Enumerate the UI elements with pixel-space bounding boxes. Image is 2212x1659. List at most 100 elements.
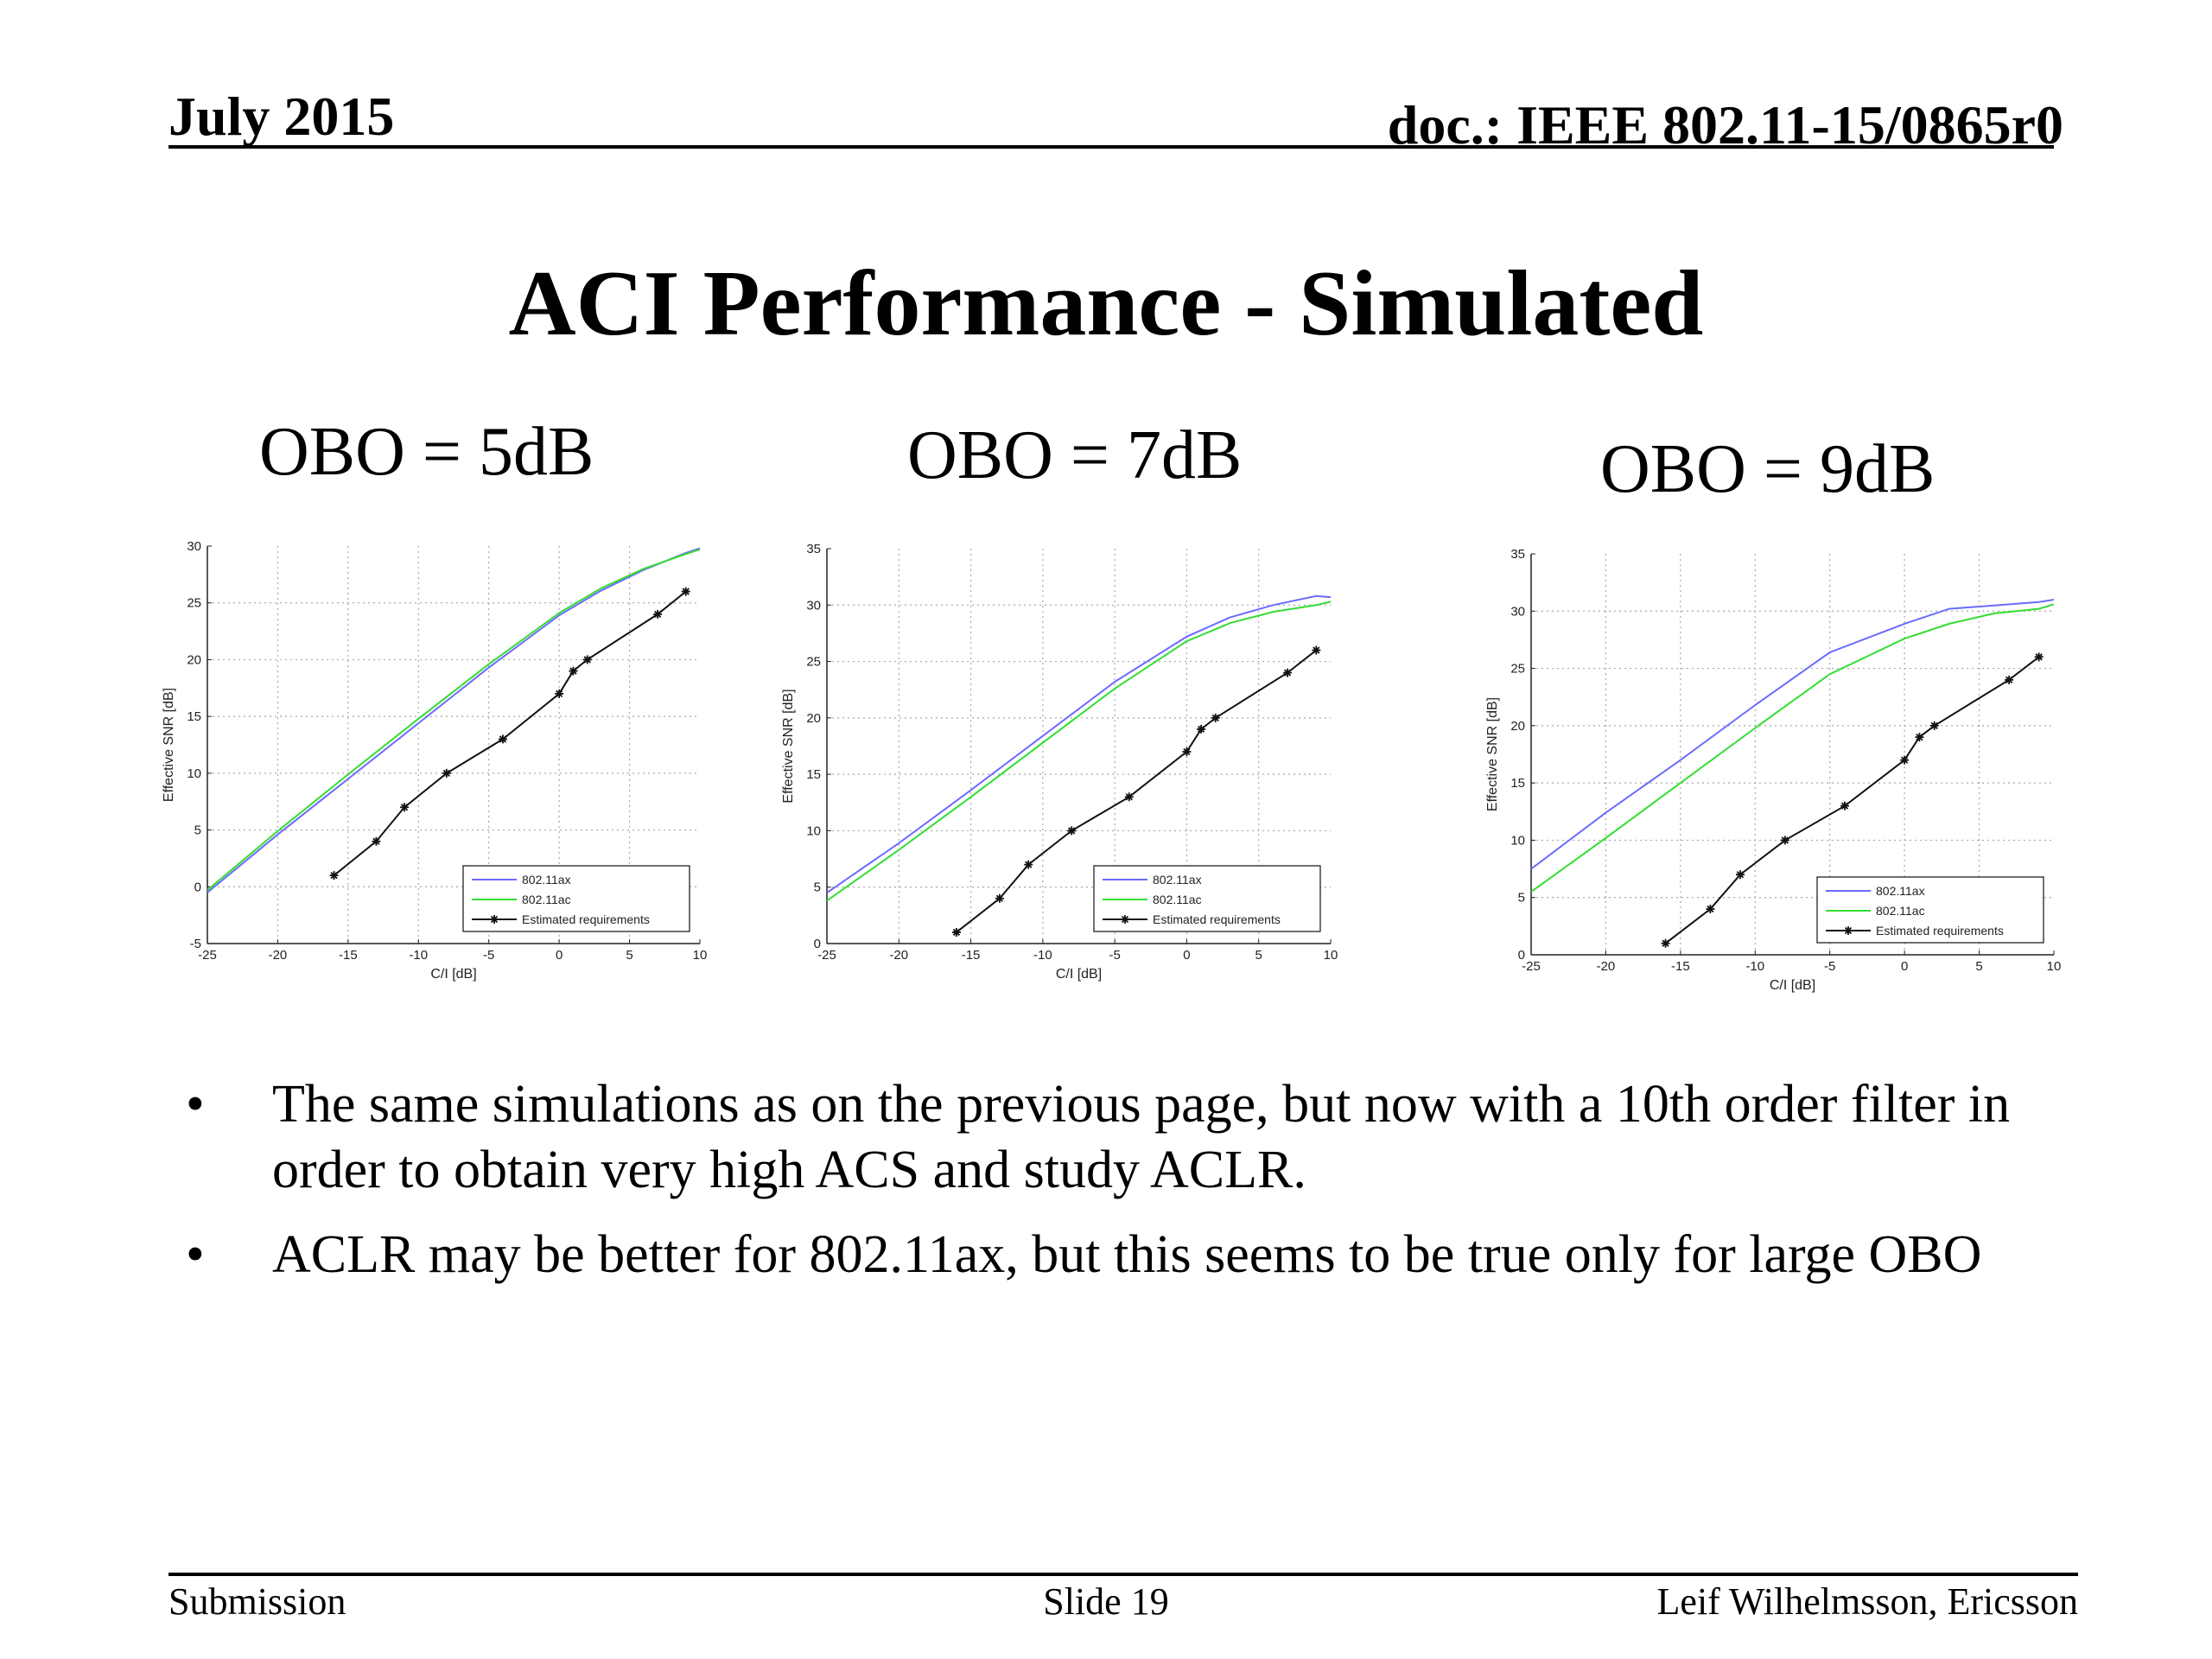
x-tick-label: -25 — [1522, 959, 1541, 974]
data-point — [1283, 668, 1293, 677]
data-point — [372, 836, 381, 846]
x-tick-label: -10 — [409, 948, 428, 963]
series-line — [956, 649, 1317, 933]
data-point — [1915, 733, 1924, 742]
x-tick-label: -20 — [889, 948, 908, 963]
bullet-list: • The same simulations as on the previou… — [186, 1071, 2087, 1306]
chart-obo-9: -25 -20 -15 -10 -5 0 5 10 0 5 10 15 20 25 30 35 C/I [dB]… — [1479, 543, 2075, 1009]
series-line — [1530, 603, 2055, 893]
subtitle-obo-5: OBO = 5dB — [259, 414, 594, 490]
x-axis-label: C/I [dB] — [1056, 967, 1102, 982]
x-tick-label: -15 — [962, 948, 981, 963]
data-point — [995, 893, 1004, 903]
data-point — [329, 871, 339, 880]
x-tick-label: 10 — [2047, 959, 2062, 974]
y-tick-label: 25 — [806, 655, 821, 670]
data-point — [1197, 724, 1206, 734]
x-tick-label: -5 — [483, 948, 494, 963]
legend-label: 802.11ax — [1153, 873, 1202, 887]
y-tick-label: 10 — [1510, 833, 1525, 848]
data-point — [653, 609, 663, 619]
y-tick-label: 15 — [806, 767, 821, 782]
x-tick-label: 5 — [626, 948, 632, 963]
y-axis-label: Effective SNR [dB] — [781, 689, 796, 803]
bullet-text: The same simulations as on the previous … — [272, 1075, 2011, 1199]
x-tick-label: -20 — [1597, 959, 1616, 974]
x-axis-label: C/I [dB] — [1770, 978, 1815, 993]
chart-obo-7-svg: -25 -20 -15 -10 -5 0 5 10 0 5 10 15 20 25 30 35 C/I [dB]… — [781, 542, 1338, 982]
x-tick-label: -5 — [1109, 948, 1120, 963]
x-tick-label: 0 — [1183, 948, 1190, 963]
x-tick-label: -10 — [1745, 959, 1764, 974]
bullet-dot: • — [186, 1225, 205, 1284]
legend-label: 802.11ac — [1153, 893, 1202, 906]
data-point — [1211, 713, 1220, 722]
data-point — [569, 666, 578, 676]
x-tick-label: 10 — [1324, 948, 1338, 963]
x-tick-label: -15 — [339, 948, 358, 963]
legend-label: 802.11ax — [1876, 884, 1925, 898]
y-tick-label: 35 — [1510, 547, 1525, 562]
y-tick-label: 0 — [814, 937, 821, 951]
y-tick-label: 20 — [806, 711, 821, 726]
y-tick-label: 10 — [806, 823, 821, 838]
data-point — [2005, 675, 2014, 684]
series-line — [826, 601, 1332, 902]
data-point — [2034, 652, 2044, 662]
legend-marker — [490, 915, 499, 924]
legend-marker — [1844, 926, 1853, 935]
y-tick-label: 30 — [806, 598, 821, 613]
data-point — [442, 768, 451, 778]
y-tick-label: 20 — [1510, 719, 1525, 734]
y-tick-label: 5 — [194, 823, 201, 838]
data-point — [1929, 721, 1939, 730]
y-tick-label: 30 — [187, 539, 201, 554]
bullet-text: ACLR may be better for 802.11ax, but thi… — [272, 1225, 1982, 1284]
y-tick-label: 15 — [1510, 776, 1525, 791]
series-line — [1664, 656, 2040, 944]
data-point — [951, 927, 961, 937]
legend-label: Estimated requirements — [522, 912, 650, 926]
y-tick-label: 5 — [814, 880, 821, 895]
x-tick-label: 0 — [1901, 959, 1908, 974]
subtitle-obo-7: OBO = 7dB — [907, 417, 1243, 493]
header-divider — [168, 145, 2054, 149]
y-axis-label: Effective SNR [dB] — [162, 688, 176, 802]
bullet-item: • ACLR may be better for 802.11ax, but t… — [186, 1222, 2087, 1287]
data-point — [499, 734, 507, 744]
x-tick-label: 10 — [693, 948, 708, 963]
chart-obo-5-svg: -25 -20 -15 -10 -5 0 5 10 -5 0 5 10 15 20 25 30 C/I [dB]… — [162, 539, 708, 982]
series-line — [1530, 599, 2055, 870]
y-tick-label: 0 — [194, 880, 201, 894]
data-point — [1780, 836, 1789, 845]
y-tick-label: 25 — [1510, 662, 1525, 677]
data-point — [1124, 792, 1134, 802]
legend-label: 802.11ax — [522, 873, 571, 887]
subtitle-obo-9: OBO = 9dB — [1600, 431, 1936, 507]
data-point — [1661, 938, 1670, 948]
x-tick-label: 0 — [556, 948, 563, 963]
footer-submission: Submission — [168, 1580, 346, 1623]
data-point — [1067, 826, 1077, 836]
data-point — [1024, 860, 1033, 869]
y-tick-label: 15 — [187, 709, 201, 724]
bullet-item: • The same simulations as on the previou… — [186, 1071, 2087, 1203]
y-tick-label: 5 — [1518, 891, 1525, 906]
data-point — [1736, 870, 1745, 880]
x-axis-label: C/I [dB] — [430, 967, 476, 982]
legend-label: Estimated requirements — [1876, 924, 2004, 938]
y-tick-label: 25 — [187, 596, 201, 611]
footer-author: Leif Wilhelmsson, Ericsson — [1656, 1580, 2078, 1623]
series-line — [207, 548, 701, 891]
slide-title: ACI Performance - Simulated — [508, 252, 1704, 355]
x-tick-label: 5 — [1975, 959, 1982, 974]
data-point — [1900, 755, 1910, 765]
chart-obo-7: -25 -20 -15 -10 -5 0 5 10 0 5 10 15 20 25 30 35 C/I [dB]… — [773, 538, 1361, 1005]
y-tick-label: 30 — [1510, 604, 1525, 619]
x-tick-label: -25 — [817, 948, 836, 963]
y-axis-label: Effective SNR [dB] — [1485, 697, 1500, 811]
data-point — [1312, 645, 1321, 655]
legend-label: Estimated requirements — [1153, 912, 1281, 926]
data-point — [400, 803, 409, 812]
data-point — [555, 689, 564, 698]
